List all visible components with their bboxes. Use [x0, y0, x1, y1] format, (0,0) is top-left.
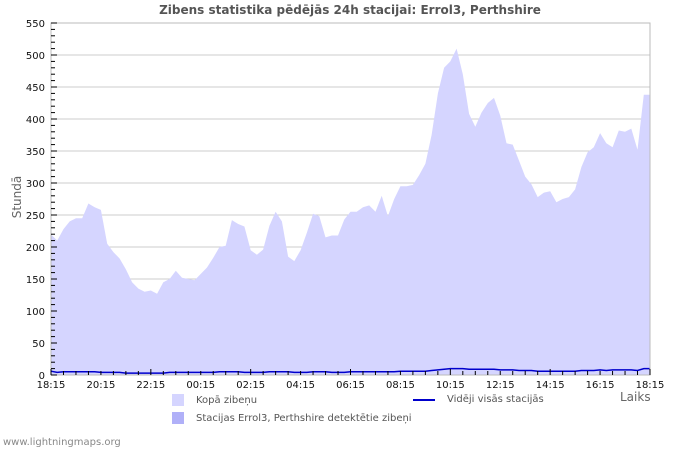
x-axis-ticks: 18:15 20:15 22:15 00:15 02:15 04:15 06:15 08:15…: [37, 369, 665, 391]
svg-text:06:15: 06:15: [336, 380, 365, 391]
svg-text:350: 350: [26, 147, 45, 158]
chart-title: Zibens statistika pēdējās 24h stacijai: …: [159, 3, 541, 17]
svg-text:300: 300: [26, 179, 45, 190]
svg-text:150: 150: [26, 275, 45, 286]
legend-label-average: Vidēji visās stacijās: [447, 394, 544, 405]
svg-text:12:15: 12:15: [486, 380, 515, 391]
x-axis-label: Laiks: [620, 390, 651, 404]
y-axis-ticks: 0 50 100 150 200 250 300 350 400 450 500 550: [26, 19, 57, 382]
legend-item-station: Stacijas Errol3, Perthshire detektētie z…: [172, 412, 412, 424]
svg-text:10:15: 10:15: [436, 380, 465, 391]
svg-text:00:15: 00:15: [186, 380, 215, 391]
legend-label-station: Stacijas Errol3, Perthshire detektētie z…: [196, 412, 412, 424]
svg-text:450: 450: [26, 83, 45, 94]
svg-text:22:15: 22:15: [136, 380, 165, 391]
svg-text:02:15: 02:15: [236, 380, 265, 391]
legend-label-total: Kopā zibeņu: [196, 394, 258, 406]
legend-item-average: Vidēji visās stacijās: [413, 394, 544, 405]
svg-text:08:15: 08:15: [386, 380, 415, 391]
svg-text:400: 400: [26, 115, 45, 126]
svg-text:550: 550: [26, 19, 45, 30]
svg-text:20:15: 20:15: [87, 380, 116, 391]
svg-text:18:15: 18:15: [636, 380, 665, 391]
svg-text:250: 250: [26, 211, 45, 222]
svg-text:0: 0: [39, 371, 45, 382]
legend-item-total: Kopā zibeņu: [172, 394, 257, 406]
svg-text:04:15: 04:15: [286, 380, 315, 391]
svg-text:50: 50: [32, 339, 45, 350]
svg-text:16:15: 16:15: [586, 380, 615, 391]
footer-link[interactable]: www.lightningmaps.org: [3, 437, 121, 448]
total-lightning-area: [51, 48, 650, 375]
svg-text:500: 500: [26, 51, 45, 62]
svg-text:14:15: 14:15: [536, 380, 565, 391]
legend-swatch-station: [172, 412, 184, 424]
svg-text:200: 200: [26, 243, 45, 254]
svg-text:100: 100: [26, 307, 45, 318]
svg-text:18:15: 18:15: [37, 380, 66, 391]
legend-swatch-average: [413, 398, 435, 401]
legend-swatch-total: [172, 394, 184, 406]
